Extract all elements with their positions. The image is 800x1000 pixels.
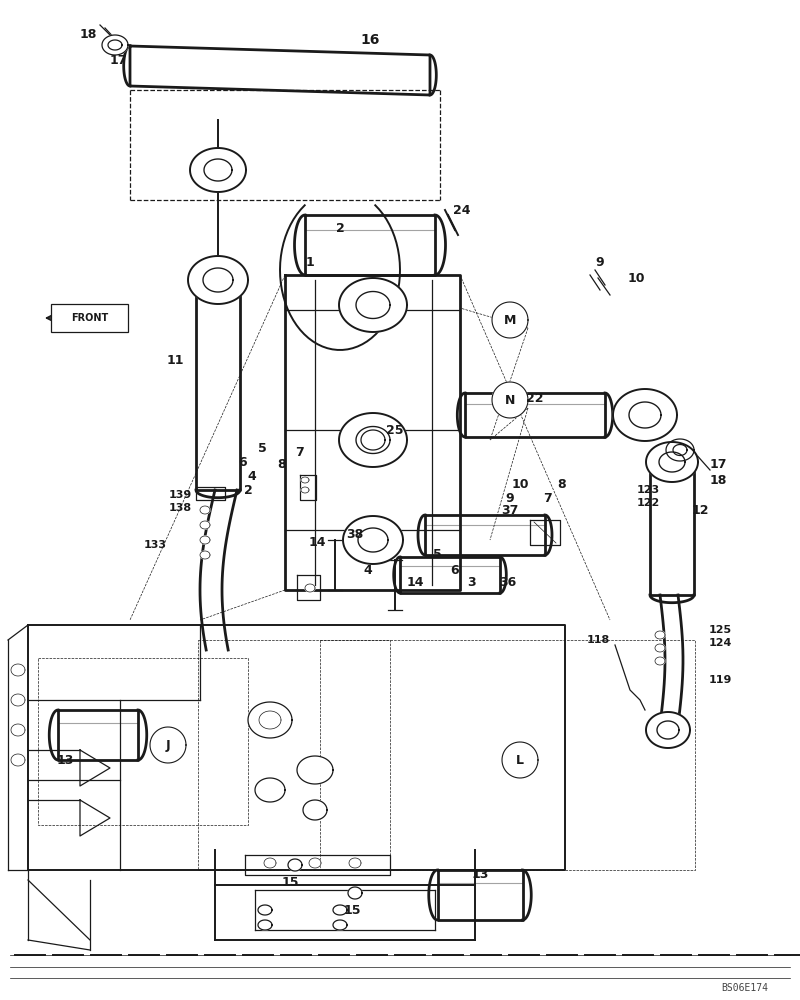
Text: 118: 118 <box>586 635 610 645</box>
Polygon shape <box>309 858 321 868</box>
Polygon shape <box>150 727 186 763</box>
Text: 124: 124 <box>708 638 732 648</box>
Text: BS06E174: BS06E174 <box>722 983 769 993</box>
FancyBboxPatch shape <box>51 304 128 332</box>
Polygon shape <box>200 521 210 529</box>
Polygon shape <box>502 742 538 778</box>
Text: 18: 18 <box>79 28 97 41</box>
Polygon shape <box>492 302 528 338</box>
Text: J: J <box>166 738 170 752</box>
Polygon shape <box>301 487 309 493</box>
Polygon shape <box>297 756 333 784</box>
Polygon shape <box>190 148 246 192</box>
Text: 5: 5 <box>258 442 266 454</box>
Polygon shape <box>264 858 276 868</box>
Text: 4: 4 <box>248 470 256 483</box>
Polygon shape <box>200 536 210 544</box>
Text: 22: 22 <box>526 391 544 404</box>
Text: 13: 13 <box>471 868 489 882</box>
Polygon shape <box>108 40 122 50</box>
Polygon shape <box>349 858 361 868</box>
Polygon shape <box>673 445 687 455</box>
Polygon shape <box>255 778 285 802</box>
Text: 13: 13 <box>56 754 74 766</box>
Text: 25: 25 <box>386 424 404 436</box>
Text: 36: 36 <box>499 576 517 589</box>
Text: 14: 14 <box>406 576 424 588</box>
Polygon shape <box>258 920 272 930</box>
Polygon shape <box>200 506 210 514</box>
Text: 17: 17 <box>710 458 726 472</box>
Text: 37: 37 <box>502 504 518 516</box>
Polygon shape <box>655 644 665 652</box>
Polygon shape <box>303 800 327 820</box>
Polygon shape <box>11 754 25 766</box>
Text: 138: 138 <box>169 503 191 513</box>
Polygon shape <box>646 442 698 482</box>
Polygon shape <box>361 430 385 450</box>
Polygon shape <box>288 859 302 871</box>
Text: 8: 8 <box>558 479 566 491</box>
Text: 4: 4 <box>364 564 372 576</box>
Text: 2: 2 <box>336 222 344 234</box>
Text: 10: 10 <box>627 271 645 284</box>
Text: 16: 16 <box>360 33 380 47</box>
Polygon shape <box>188 256 248 304</box>
Polygon shape <box>655 657 665 665</box>
Polygon shape <box>339 413 407 467</box>
Text: 125: 125 <box>709 625 731 635</box>
Text: 6: 6 <box>450 564 459 576</box>
Text: 15: 15 <box>343 904 361 916</box>
Polygon shape <box>11 664 25 676</box>
Text: 139: 139 <box>168 490 192 500</box>
Text: 122: 122 <box>636 498 660 508</box>
Polygon shape <box>11 694 25 706</box>
Text: L: L <box>516 754 524 766</box>
Polygon shape <box>305 584 315 592</box>
Text: 24: 24 <box>454 204 470 217</box>
Text: 8: 8 <box>278 458 286 472</box>
Text: 18: 18 <box>710 474 726 487</box>
Polygon shape <box>259 711 281 729</box>
Text: 3: 3 <box>466 576 475 589</box>
Text: 7: 7 <box>296 446 304 458</box>
Text: 9: 9 <box>506 491 514 504</box>
Text: 11: 11 <box>166 354 184 366</box>
Polygon shape <box>492 382 528 418</box>
Text: 2: 2 <box>244 484 252 496</box>
Polygon shape <box>301 477 309 483</box>
Polygon shape <box>333 920 347 930</box>
Polygon shape <box>333 905 347 915</box>
Text: 7: 7 <box>544 491 552 504</box>
Text: 10: 10 <box>511 479 529 491</box>
Text: 15: 15 <box>282 876 298 888</box>
Text: 17: 17 <box>110 53 126 66</box>
Polygon shape <box>343 516 403 564</box>
Text: 119: 119 <box>708 675 732 685</box>
Polygon shape <box>248 702 292 738</box>
Text: 38: 38 <box>346 528 364 542</box>
Polygon shape <box>348 887 362 899</box>
Polygon shape <box>102 35 128 55</box>
Polygon shape <box>339 278 407 332</box>
Text: FRONT: FRONT <box>71 313 109 323</box>
Text: N: N <box>505 393 515 406</box>
Polygon shape <box>646 712 690 748</box>
Text: 5: 5 <box>433 548 442 562</box>
Polygon shape <box>613 389 677 441</box>
Text: 133: 133 <box>143 540 166 550</box>
Text: 123: 123 <box>637 485 659 495</box>
Polygon shape <box>655 631 665 639</box>
Polygon shape <box>258 905 272 915</box>
Polygon shape <box>11 724 25 736</box>
Polygon shape <box>666 439 694 461</box>
Text: 6: 6 <box>238 456 247 468</box>
Text: 12: 12 <box>691 504 709 516</box>
Text: M: M <box>504 314 516 326</box>
Text: 14: 14 <box>308 536 326 550</box>
Text: 1: 1 <box>306 255 314 268</box>
Text: 9: 9 <box>596 255 604 268</box>
Polygon shape <box>200 551 210 559</box>
